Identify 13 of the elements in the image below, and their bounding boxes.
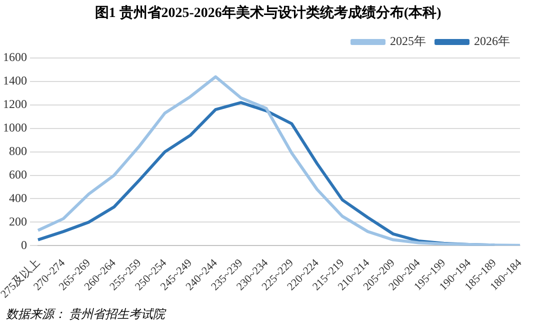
y-tick-label: 600 [9,167,27,182]
y-tick-label: 400 [9,190,27,205]
y-tick-label: 1400 [3,74,27,88]
y-tick-label: 1000 [3,120,27,135]
legend-label: 2025年 [390,34,426,48]
y-tick-label: 1200 [3,97,27,112]
legend-label: 2026年 [474,34,510,48]
chart-title: 图1 贵州省2025-2026年美术与设计类统考成绩分布(本科) [94,4,442,22]
y-tick-label: 200 [9,214,27,228]
y-tick-label: 1600 [3,50,27,64]
y-tick-label: 800 [9,144,27,158]
source-note: 数据来源： 贵州省招生考试院 [6,306,165,323]
y-tick-label: 0 [21,238,27,252]
